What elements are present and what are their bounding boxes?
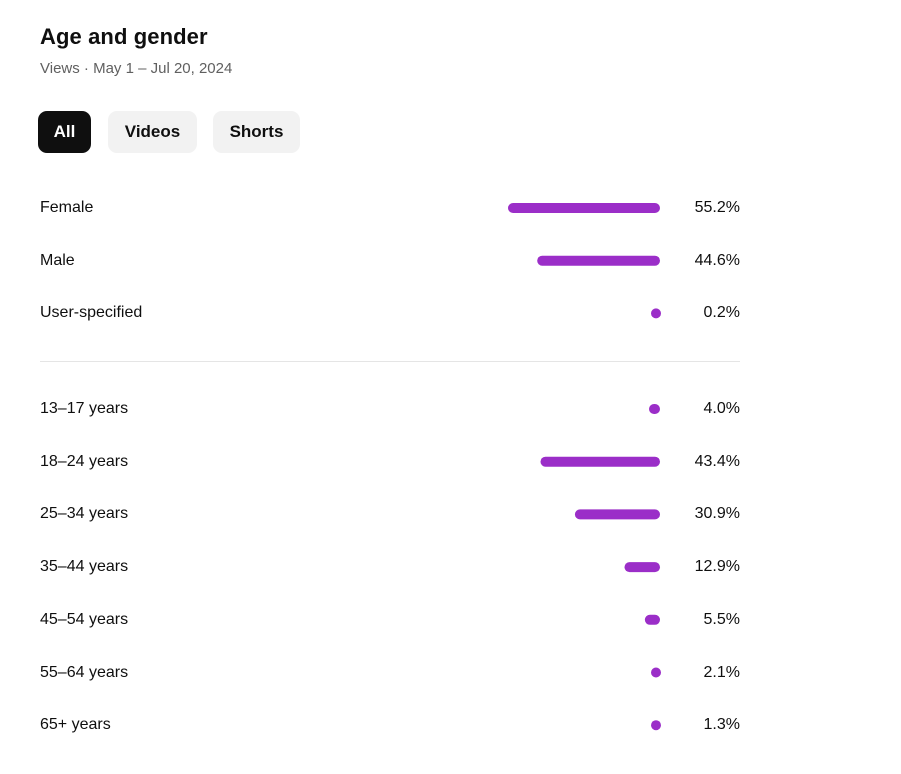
category-label-65-years: 65+ years [40,716,111,734]
value-label-55-64-years: 2.1% [703,663,740,681]
filter-chip-videos[interactable]: Videos [108,111,197,153]
bar-female [508,203,660,213]
value-label-18-24-years: 43.4% [694,452,740,470]
category-label-25-34-years: 25–34 years [40,505,129,523]
value-label-65-years: 1.3% [703,716,740,734]
category-label-18-24-years: 18–24 years [40,452,129,470]
value-label-35-44-years: 12.9% [694,558,740,576]
value-label-user-specified: 0.2% [703,304,740,322]
page-title: Age and gender [40,24,208,49]
bar-18-24-years [540,456,660,467]
category-label-male: Male [40,251,75,269]
bar-male [537,255,660,266]
value-label-male: 44.6% [694,251,740,269]
category-label-55-64-years: 55–64 years [40,663,129,681]
value-label-45-54-years: 5.5% [703,610,740,628]
filter-chip-shorts[interactable]: Shorts [213,111,300,153]
value-label-25-34-years: 30.9% [694,505,740,523]
bar-55-64-years [651,667,661,678]
bar-65-years [651,720,661,731]
bar-25-34-years [574,509,660,520]
bar-45-54-years [644,614,660,625]
page-subtitle: Views · May 1 – Jul 20, 2024 [40,60,233,77]
category-label-35-44-years: 35–44 years [40,558,129,576]
section-divider [40,361,740,362]
category-label-45-54-years: 45–54 years [40,610,129,628]
value-label-13-17-years: 4.0% [703,400,740,417]
category-label-user-specified: User-specified [40,304,143,322]
bar-user-specified [651,308,661,319]
category-label-female: Female [40,199,94,216]
bar-35-44-years [624,562,660,573]
filter-chip-all[interactable]: All [38,111,91,153]
category-label-13-17-years: 13–17 years [40,400,129,417]
bar-13-17-years [648,404,660,414]
value-label-female: 55.2% [694,199,740,216]
